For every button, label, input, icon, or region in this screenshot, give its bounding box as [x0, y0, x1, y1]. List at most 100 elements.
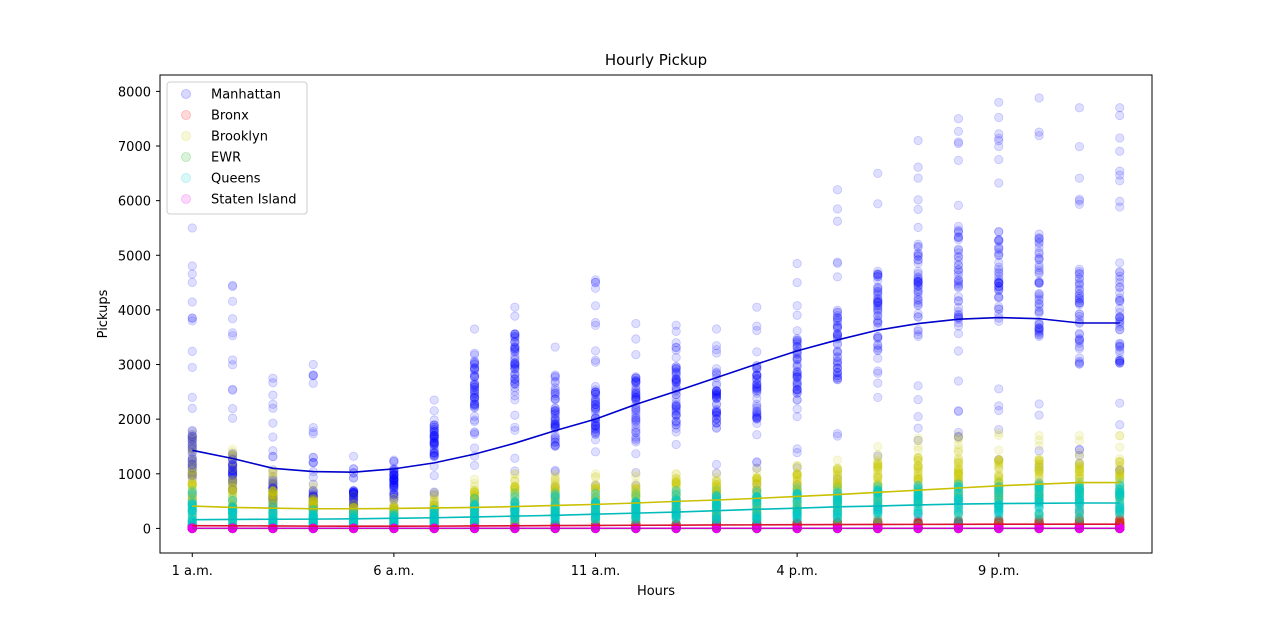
data-point: [913, 464, 923, 474]
data-point: [187, 456, 197, 466]
data-point: [227, 413, 238, 423]
data-point: [268, 480, 278, 490]
data-point: [752, 477, 762, 487]
data-point: [590, 404, 601, 414]
data-point: [631, 349, 641, 360]
data-point: [268, 483, 278, 493]
data-point: [187, 459, 197, 470]
data-point: [389, 474, 399, 484]
data-point: [268, 418, 278, 428]
data-point: [1115, 202, 1125, 212]
data-point: [187, 442, 197, 453]
data-point: [308, 458, 318, 468]
data-point: [348, 491, 359, 501]
data-point: [268, 498, 278, 508]
data-point: [429, 450, 439, 460]
data-point: [227, 470, 238, 480]
data-point: [631, 392, 641, 402]
data-point: [308, 480, 318, 490]
data-point: [913, 423, 923, 433]
data-point: [268, 476, 278, 487]
data-point: [953, 270, 964, 280]
data-point: [994, 458, 1004, 468]
data-point: [227, 460, 238, 470]
data-point: [711, 324, 722, 334]
data-point: [913, 326, 923, 336]
data-point: [1074, 194, 1085, 204]
data-point: [429, 395, 439, 405]
data-point: [671, 393, 681, 404]
data-point: [953, 292, 964, 302]
data-point: [308, 487, 318, 497]
data-point: [994, 291, 1004, 302]
data-point: [832, 257, 843, 267]
data-point: [913, 381, 923, 391]
data-point: [510, 422, 520, 432]
data-point: [832, 272, 843, 282]
data-point: [187, 316, 197, 326]
data-point: [913, 276, 923, 286]
data-point: [792, 277, 802, 288]
data-point: [429, 488, 439, 498]
data-point: [268, 432, 278, 442]
data-point: [832, 463, 843, 473]
data-point: [913, 411, 923, 422]
data-point: [227, 474, 238, 484]
data-point: [994, 235, 1004, 246]
data-point: [510, 343, 520, 353]
data-point: [510, 302, 520, 312]
data-point: [227, 464, 238, 474]
data-point: [873, 199, 883, 209]
data-point: [953, 447, 964, 457]
data-point: [994, 445, 1004, 455]
data-point: [227, 468, 238, 478]
data-point: [227, 464, 238, 475]
data-point: [187, 457, 197, 467]
data-point: [994, 243, 1004, 253]
data-point: [1115, 133, 1125, 143]
data-point: [227, 469, 238, 479]
data-point: [994, 112, 1004, 123]
data-point: [1115, 420, 1125, 430]
data-point: [510, 331, 520, 341]
data-point: [268, 493, 278, 503]
data-point: [227, 485, 238, 495]
data-point: [832, 216, 843, 226]
data-point: [590, 301, 601, 311]
data-point: [1074, 269, 1085, 279]
data-point: [348, 499, 359, 509]
data-point: [1115, 430, 1125, 441]
data-point: [227, 475, 238, 486]
data-point: [227, 328, 238, 338]
data-point: [953, 200, 964, 210]
data-point: [913, 173, 923, 183]
data-point: [913, 471, 923, 481]
data-point: [1115, 312, 1125, 322]
data-point: [187, 490, 197, 500]
data-point: [590, 447, 601, 457]
data-point: [227, 474, 238, 485]
data-point: [832, 429, 843, 439]
data-point: [1034, 265, 1044, 275]
data-point: [711, 345, 722, 355]
data-point: [268, 482, 278, 492]
data-point: [913, 239, 923, 249]
data-point: [1074, 278, 1085, 288]
data-point: [187, 431, 197, 441]
data-point: [268, 452, 278, 462]
data-point: [832, 455, 843, 465]
data-point: [913, 222, 923, 232]
data-point: [1034, 463, 1044, 473]
data-point: [227, 484, 238, 494]
data-point: [590, 469, 601, 479]
data-point: [671, 416, 681, 426]
data-point: [550, 342, 560, 352]
data-point: [268, 492, 278, 502]
data-point: [953, 137, 964, 147]
data-point: [590, 283, 601, 293]
data-point: [873, 266, 883, 276]
data-point: [187, 437, 197, 447]
data-point: [671, 469, 681, 479]
data-point: [631, 469, 641, 479]
data-point: [631, 415, 641, 425]
